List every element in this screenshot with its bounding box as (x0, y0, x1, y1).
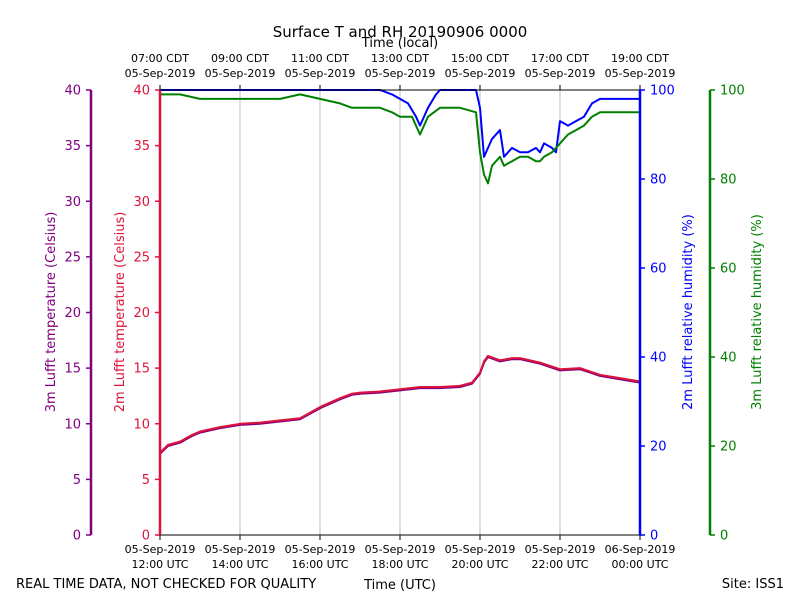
axes-layer: 0 5 10 15 20 25 30 35 40 3m Lufft temperature (Ce… (44, 84, 765, 544)
top-tick-label: 05-Sep-2019 (445, 67, 516, 80)
top-tick-label: 19:00 CDT (611, 52, 669, 65)
x-tick-label: 00:00 UTC (611, 558, 668, 571)
grid-layer (239, 90, 561, 535)
y-tick-label: 40 (650, 351, 667, 366)
y-axis-rh3: 0 20 40 60 80 100 3m Lufft relative humidity (… (708, 84, 765, 544)
y-axis-label: 3m Lufft relative humidity (%) (750, 214, 765, 410)
y-tick-label: 0 (142, 529, 150, 544)
y-tick-label: 60 (720, 262, 737, 277)
x-tick-label: 20:00 UTC (451, 558, 508, 571)
x-tick-label: 05-Sep-2019 (285, 543, 356, 556)
top-tick-label: 05-Sep-2019 (525, 67, 596, 80)
top-tick-label: 05-Sep-2019 (205, 67, 276, 80)
y-tick-label: 80 (720, 173, 737, 188)
series-line-rh3 (160, 93, 640, 185)
y-tick-label: 10 (133, 417, 150, 432)
y-tick-label: 40 (133, 84, 150, 99)
x-ticks-layer: 05-Sep-2019 12:00 UTC 05-Sep-2019 14:00 UTC… (125, 52, 676, 571)
top-tick-label: 09:00 CDT (211, 52, 269, 65)
y-tick-label: 80 (650, 173, 667, 188)
y-tick-label: 40 (720, 351, 737, 366)
x-tick-label: 05-Sep-2019 (125, 543, 196, 556)
y-axis-label: 3m Lufft temperature (Celsius) (44, 212, 59, 413)
y-tick-label: 60 (650, 262, 667, 277)
x-tick-label: 05-Sep-2019 (205, 543, 276, 556)
y-tick-label: 15 (64, 362, 81, 377)
y-tick-label: 0 (650, 529, 658, 544)
top-tick-label: 05-Sep-2019 (125, 67, 196, 80)
top-tick-label: 11:00 CDT (291, 52, 349, 65)
y-tick-label: 20 (650, 440, 667, 455)
y-axis-label: 2m Lufft temperature (Celsius) (113, 212, 128, 413)
y-tick-label: 25 (133, 250, 150, 265)
top-tick-label: 05-Sep-2019 (285, 67, 356, 80)
x-tick-label: 22:00 UTC (531, 558, 588, 571)
y-tick-label: 10 (64, 417, 81, 432)
site-label: Site: ISS1 (722, 577, 784, 592)
top-axis-label: Time (local) (361, 36, 438, 51)
x-axis-label: Time (UTC) (363, 578, 436, 593)
x-tick-label: 16:00 UTC (291, 558, 348, 571)
y-axis-rh2: 0 20 40 60 80 100 2m Lufft relative humidity (… (638, 84, 696, 544)
y-tick-label: 0 (73, 529, 81, 544)
y-tick-label: 5 (142, 473, 150, 488)
y-tick-label: 30 (133, 195, 150, 210)
y-tick-label: 35 (64, 139, 81, 154)
y-tick-label: 20 (133, 306, 150, 321)
y-tick-label: 25 (64, 250, 81, 265)
y-tick-label: 40 (64, 84, 81, 99)
y-axis-t2: 0 5 10 15 20 25 30 35 40 2m Lufft temperature (Ce… (113, 84, 162, 544)
y-tick-label: 20 (64, 306, 81, 321)
quality-notice: REAL TIME DATA, NOT CHECKED FOR QUALITY (16, 577, 316, 592)
x-tick-label: 12:00 UTC (131, 558, 188, 571)
top-tick-label: 05-Sep-2019 (605, 67, 676, 80)
x-tick-label: 06-Sep-2019 (605, 543, 676, 556)
y-axis-label: 2m Lufft relative humidity (%) (681, 214, 696, 410)
y-tick-label: 0 (720, 529, 728, 544)
x-tick-label: 05-Sep-2019 (445, 543, 516, 556)
y-tick-label: 5 (73, 473, 81, 488)
y-axis-t3: 0 5 10 15 20 25 30 35 40 3m Lufft temperature (Ce… (44, 84, 93, 544)
x-tick-label: 14:00 UTC (211, 558, 268, 571)
y-tick-label: 35 (133, 139, 150, 154)
series-line-t2 (159, 354, 641, 454)
y-tick-label: 100 (650, 84, 675, 99)
x-tick-label: 05-Sep-2019 (525, 543, 596, 556)
top-tick-label: 13:00 CDT (371, 52, 429, 65)
top-tick-label: 15:00 CDT (451, 52, 509, 65)
x-tick-label: 05-Sep-2019 (365, 543, 436, 556)
chart-title: Surface T and RH 20190906 0000 (273, 23, 528, 41)
top-tick-label: 17:00 CDT (531, 52, 589, 65)
y-tick-label: 30 (64, 195, 81, 210)
series-line-t3 (159, 356, 641, 455)
top-tick-label: 07:00 CDT (131, 52, 189, 65)
top-tick-label: 05-Sep-2019 (365, 67, 436, 80)
y-tick-label: 15 (133, 362, 150, 377)
y-tick-label: 20 (720, 440, 737, 455)
y-tick-label: 100 (720, 84, 745, 99)
x-tick-label: 18:00 UTC (371, 558, 428, 571)
